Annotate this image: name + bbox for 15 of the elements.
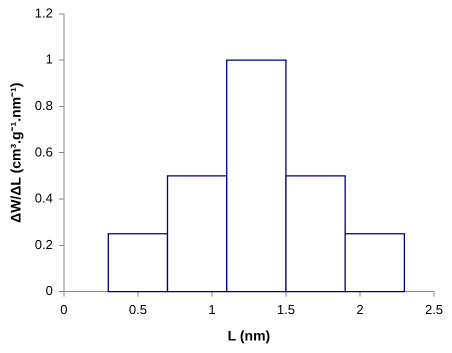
x-tick-label: 0 [60,302,68,317]
y-tick-label: 0 [46,283,53,298]
x-tick-label: 0.5 [128,302,147,317]
y-tick-label: 0.6 [34,144,53,160]
y-tick-label: 1.2 [34,5,53,20]
y-tick-label: 0.4 [34,190,53,206]
y-tick-label: 1 [46,52,53,67]
y-axis-title: ΔW/ΔL (cm³.g⁻¹.nm⁻¹) [7,82,24,223]
y-tick-label: 0.2 [34,236,53,252]
x-axis-title: L (nm) [228,327,270,344]
x-tick-label: 2.5 [424,302,444,317]
y-tick-label: 0.8 [34,98,53,113]
x-tick-label: 1.5 [276,302,295,317]
x-tick-label: 2 [356,302,364,317]
x-tick-label: 1 [208,302,216,317]
